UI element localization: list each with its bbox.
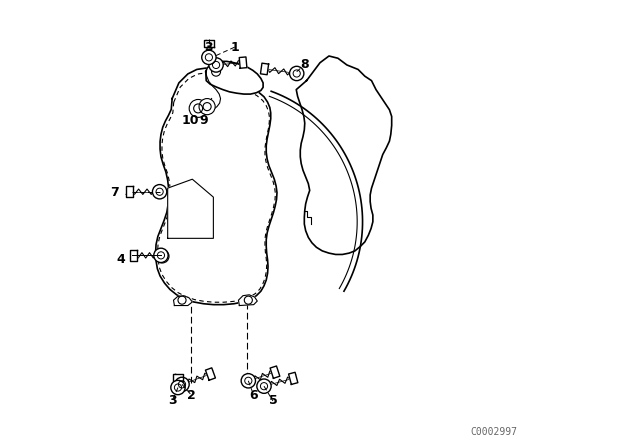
Polygon shape xyxy=(260,63,269,75)
Text: C0002997: C0002997 xyxy=(470,427,517,437)
Polygon shape xyxy=(239,295,257,306)
Polygon shape xyxy=(270,366,280,378)
Polygon shape xyxy=(156,190,165,197)
Text: 8: 8 xyxy=(300,58,308,72)
Circle shape xyxy=(199,99,215,115)
Polygon shape xyxy=(126,186,132,197)
Polygon shape xyxy=(156,68,277,305)
Circle shape xyxy=(241,374,255,388)
Text: 10: 10 xyxy=(181,114,199,128)
Circle shape xyxy=(175,377,189,392)
Text: 4: 4 xyxy=(116,253,125,267)
Text: 3: 3 xyxy=(168,394,177,408)
Text: 3: 3 xyxy=(205,40,213,54)
Polygon shape xyxy=(173,374,183,381)
Circle shape xyxy=(152,185,167,199)
Circle shape xyxy=(212,67,221,76)
Text: 6: 6 xyxy=(250,388,258,402)
Polygon shape xyxy=(289,372,298,384)
Circle shape xyxy=(189,99,207,117)
Circle shape xyxy=(209,58,223,72)
Polygon shape xyxy=(131,250,137,261)
Circle shape xyxy=(171,380,185,395)
Text: 9: 9 xyxy=(199,114,208,128)
Circle shape xyxy=(289,66,304,81)
Text: 7: 7 xyxy=(111,186,119,199)
Polygon shape xyxy=(168,179,213,238)
Polygon shape xyxy=(173,296,192,306)
Polygon shape xyxy=(156,252,168,261)
Text: 5: 5 xyxy=(269,394,277,408)
Text: 2: 2 xyxy=(187,388,196,402)
Circle shape xyxy=(154,248,168,263)
Circle shape xyxy=(202,50,216,65)
Circle shape xyxy=(257,379,271,393)
Polygon shape xyxy=(205,368,216,380)
Polygon shape xyxy=(204,40,214,47)
Text: 1: 1 xyxy=(230,40,239,54)
Polygon shape xyxy=(296,56,392,254)
Polygon shape xyxy=(239,57,247,68)
Polygon shape xyxy=(205,61,263,94)
